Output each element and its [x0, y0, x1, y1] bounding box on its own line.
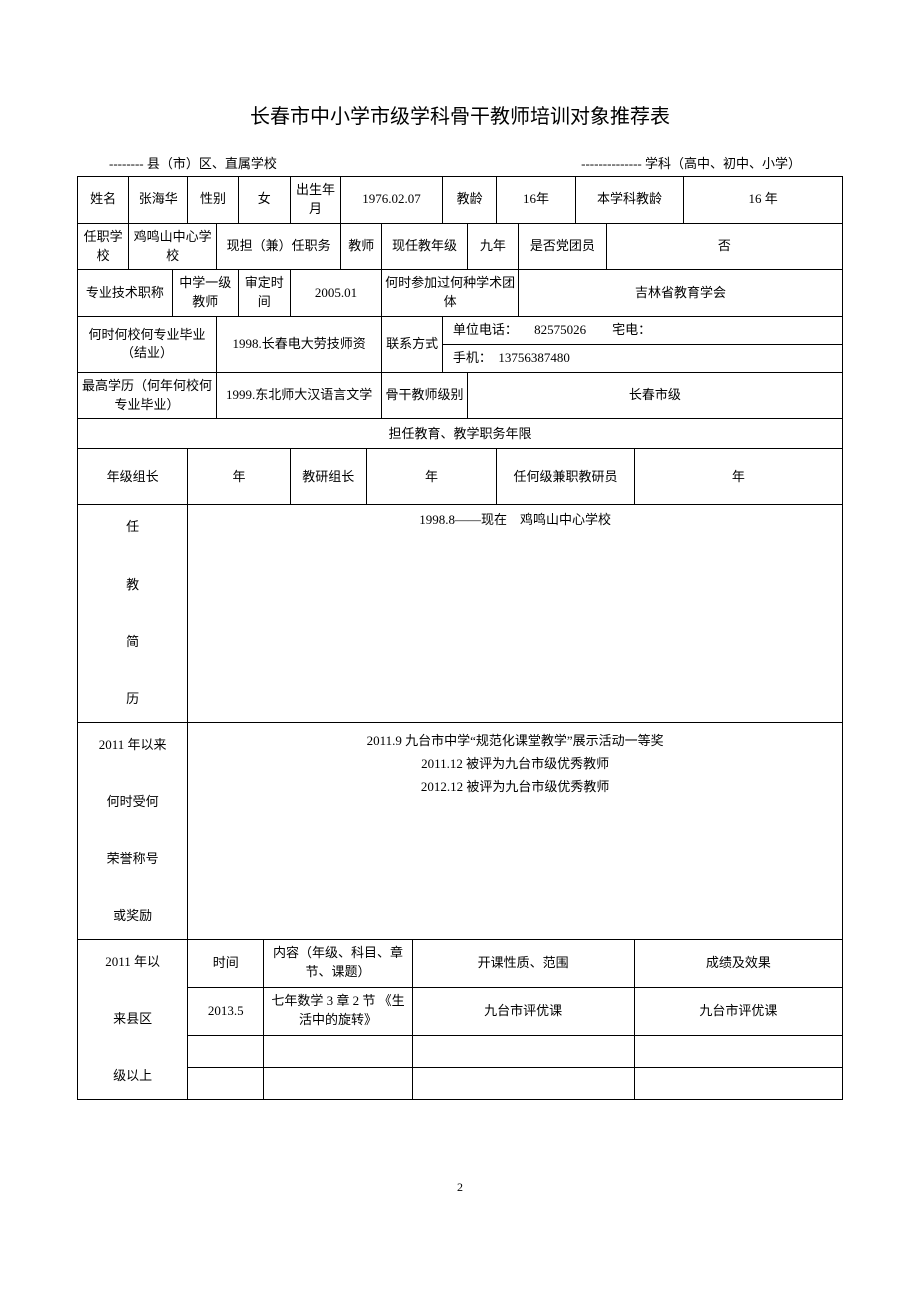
value-teachhistory: 1998.8——现在 鸡鸣山中心学校	[188, 505, 843, 722]
lesson-h-time: 时间	[188, 939, 264, 987]
label-backbone: 骨干教师级别	[382, 372, 467, 419]
label-home-phone: 宅电：	[612, 322, 651, 337]
lesson3-content	[264, 1067, 412, 1099]
label-unit-phone: 单位电话：	[453, 322, 518, 337]
label-lessons: 2011 年以来县区级以上	[78, 939, 188, 1099]
value-academic: 吉林省教育学会	[518, 270, 842, 317]
label-approvetime: 审定时间	[238, 270, 290, 317]
page: 长春市中小学市级学科骨干教师培训对象推荐表 -------- 县（市）区、直属学…	[0, 0, 920, 1235]
form-table: 姓名 张海华 性别 女 出生年月 1976.02.07 教龄 16年 本学科教龄…	[77, 176, 843, 1100]
label-teachage: 教龄	[442, 177, 496, 224]
value-subjectage: 16 年	[684, 177, 843, 224]
label-birth: 出生年月	[290, 177, 340, 224]
label-party: 是否党团员	[518, 223, 606, 270]
label-contact: 联系方式	[382, 317, 443, 373]
label-academic: 何时参加过何种学术团体	[382, 270, 519, 317]
value-birth: 1976.02.07	[341, 177, 443, 224]
value-grade: 九年	[467, 223, 518, 270]
award-line-3: 2012.12 被评为九台市级优秀教师	[190, 775, 840, 798]
lesson2-nature	[412, 1035, 634, 1067]
label-grade: 现任教年级	[382, 223, 467, 270]
value-highestedu: 1999.东北师大汉语言文学	[216, 372, 381, 419]
lesson3-nature	[412, 1067, 634, 1099]
subheader-left: -------- 县（市）区、直属学校	[79, 153, 277, 172]
value-gradeleader: 年	[188, 449, 290, 505]
value-mobile: 13756387480	[498, 350, 570, 365]
lesson1-content: 七年数学 3 章 2 节 《生活中的旋转》	[264, 987, 412, 1035]
label-gender: 性别	[188, 177, 238, 224]
lesson2-result	[634, 1035, 842, 1067]
lesson-h-result: 成绩及效果	[634, 939, 842, 987]
lesson3-result	[634, 1067, 842, 1099]
label-proftitle: 专业技术职称	[78, 270, 173, 317]
label-highestedu: 最高学历（何年何校何专业毕业）	[78, 372, 217, 419]
label-subjectage: 本学科教龄	[575, 177, 684, 224]
lesson1-nature: 九台市评优课	[412, 987, 634, 1035]
label-mobile: 手机：	[453, 350, 492, 365]
award-line-1: 2011.9 九台市中学“规范化课堂教学”展示活动一等奖	[190, 729, 840, 752]
label-researchleader: 教研组长	[290, 449, 366, 505]
contact-line2: 手机： 13756387480	[442, 344, 842, 372]
value-teachage: 16年	[497, 177, 575, 224]
value-approvetime: 2005.01	[290, 270, 382, 317]
label-grad: 何时何校何专业毕业（结业）	[78, 317, 217, 373]
value-position: 教师	[341, 223, 382, 270]
value-party: 否	[606, 223, 842, 270]
page-number: 2	[77, 1180, 843, 1195]
lesson1-result: 九台市评优课	[634, 987, 842, 1035]
page-title: 长春市中小学市级学科骨干教师培训对象推荐表	[77, 100, 843, 129]
contact-line1: 单位电话： 82575026 宅电：	[442, 317, 842, 345]
value-unit-phone: 82575026	[534, 322, 586, 337]
label-parttime: 任何级兼职教研员	[497, 449, 634, 505]
value-school: 鸡鸣山中心学校	[129, 223, 217, 270]
value-backbone: 长春市级	[467, 372, 842, 419]
lesson2-time	[188, 1035, 264, 1067]
subheader-right: -------------- 学科（高中、初中、小学）	[581, 153, 841, 172]
lesson-h-content: 内容（年级、科目、章节、课题）	[264, 939, 412, 987]
lesson1-time: 2013.5	[188, 987, 264, 1035]
lesson3-time	[188, 1067, 264, 1099]
lesson2-content	[264, 1035, 412, 1067]
value-parttime: 年	[634, 449, 842, 505]
label-awards: 2011 年以来何时受何荣誉称号或奖励	[78, 722, 188, 939]
lesson-h-nature: 开课性质、范围	[412, 939, 634, 987]
label-school: 任职学校	[78, 223, 129, 270]
label-gradeleader: 年级组长	[78, 449, 188, 505]
label-teachhistory: 任教简历	[78, 505, 188, 722]
label-name: 姓名	[78, 177, 129, 224]
value-name: 张海华	[129, 177, 188, 224]
value-awards: 2011.9 九台市中学“规范化课堂教学”展示活动一等奖 2011.12 被评为…	[188, 722, 843, 939]
award-line-2: 2011.12 被评为九台市级优秀教师	[190, 752, 840, 775]
tenure-section: 担任教育、教学职务年限	[78, 419, 843, 449]
label-position: 现担（兼）任职务	[216, 223, 340, 270]
value-grad: 1998.长春电大劳技师资	[216, 317, 381, 373]
value-researchleader: 年	[366, 449, 496, 505]
value-proftitle: 中学一级教师	[172, 270, 238, 317]
value-gender: 女	[238, 177, 290, 224]
subheader: -------- 县（市）区、直属学校 -------------- 学科（高中…	[77, 153, 843, 172]
